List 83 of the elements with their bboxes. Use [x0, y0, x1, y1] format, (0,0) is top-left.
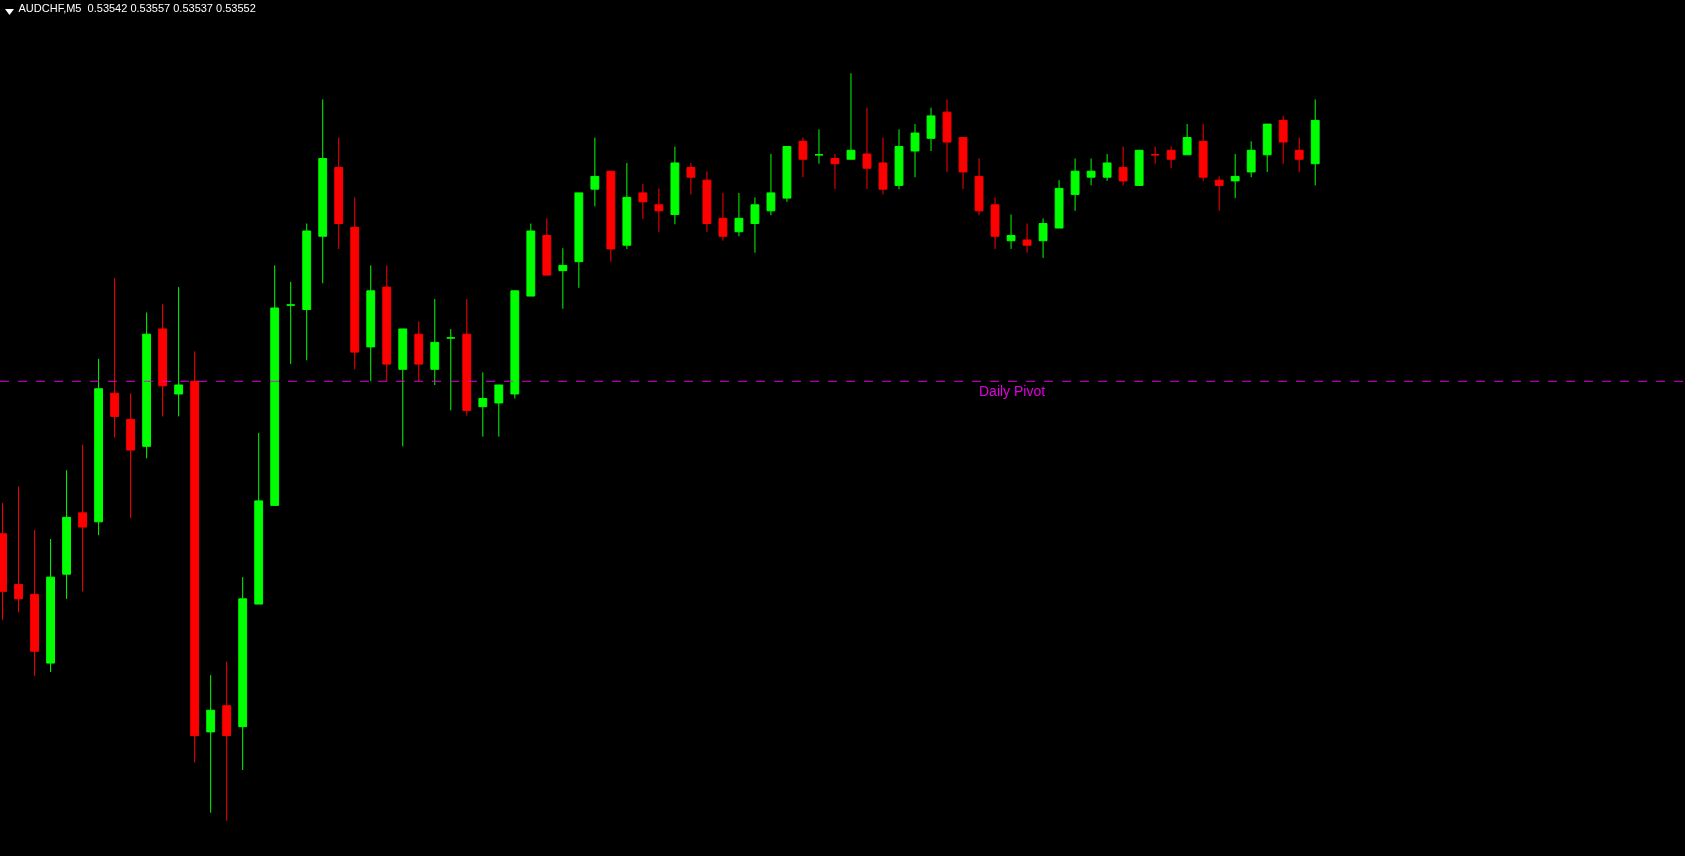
candlestick [382, 264, 392, 382]
candlestick [110, 277, 120, 438]
candlestick [622, 162, 632, 250]
candlestick [1294, 137, 1304, 173]
candlestick [350, 196, 360, 370]
candlestick [62, 469, 72, 600]
candlestick [302, 223, 312, 361]
candlestick [478, 371, 488, 438]
candlestick [782, 146, 792, 203]
candlestick [958, 137, 968, 190]
candlestick [270, 264, 280, 506]
candlestick [1262, 123, 1272, 173]
candlestick [126, 392, 136, 519]
candlestick [686, 162, 696, 195]
candlestick [494, 384, 504, 438]
candlestick [1038, 217, 1048, 259]
candlestick [1166, 146, 1176, 169]
candlestick [46, 538, 56, 673]
candlestick [526, 223, 536, 297]
candlestick [430, 298, 440, 386]
candlestick [638, 183, 648, 220]
candlestick [1214, 175, 1224, 212]
candlestick [910, 123, 920, 178]
candlestick [750, 196, 760, 254]
candlestick [1134, 149, 1144, 186]
candlestick [1278, 115, 1288, 165]
candlestick [30, 529, 39, 677]
candlestick [830, 153, 840, 190]
candlestick [94, 358, 104, 536]
candlestick [1118, 146, 1128, 186]
candlestick [606, 170, 616, 263]
candlestick [222, 661, 232, 822]
candlestick [366, 264, 376, 382]
candlestick [510, 290, 520, 399]
candlestick [318, 98, 328, 284]
candlestick [1102, 153, 1112, 182]
candlestick [1310, 98, 1320, 186]
candlestick [990, 196, 1000, 250]
candlestick [158, 303, 168, 417]
candlestick [718, 192, 728, 242]
candlestick [894, 128, 904, 190]
candlestick [974, 157, 984, 216]
candlestick [942, 98, 952, 173]
candlestick [1070, 157, 1080, 212]
candlestick [926, 107, 936, 152]
candlestick [414, 320, 424, 382]
candlestick [798, 137, 808, 178]
ref-line-label: Daily Pivot [979, 383, 1046, 399]
candlestick [446, 328, 456, 411]
candlestick [1086, 157, 1096, 186]
candlestick [1150, 146, 1160, 165]
candlestick [1246, 140, 1256, 178]
candlestick [1182, 123, 1192, 156]
candlestick [334, 137, 344, 250]
candlestick [1230, 153, 1240, 199]
candlestick [174, 286, 184, 417]
candlestick [14, 486, 23, 613]
candlestick [766, 153, 776, 216]
candlestick [1054, 179, 1064, 229]
candlestick [590, 137, 600, 207]
candlestick [862, 107, 872, 190]
candlestick [206, 674, 216, 814]
chart-title: AUDCHF,M5 0.53542 0.53557 0.53537 0.53552 [18, 1, 256, 14]
candlestick [78, 444, 88, 592]
candlestick [286, 281, 296, 365]
candlestick [254, 432, 264, 605]
candlestick [1198, 123, 1208, 182]
candlestick [878, 137, 888, 195]
candlestick [1022, 223, 1032, 254]
candlestick [542, 217, 552, 276]
candlestick [142, 312, 152, 459]
candlestick [558, 247, 568, 310]
candlestick [238, 576, 248, 771]
candlestick [846, 72, 856, 160]
candlestick [1006, 214, 1016, 250]
candlestick [190, 350, 200, 764]
candlestick [670, 146, 680, 225]
candlestick [398, 328, 408, 447]
candlestick [734, 192, 744, 237]
candlestick [702, 170, 712, 233]
candlestick [654, 187, 664, 233]
candlestick [462, 298, 472, 417]
candlestick [574, 192, 584, 289]
